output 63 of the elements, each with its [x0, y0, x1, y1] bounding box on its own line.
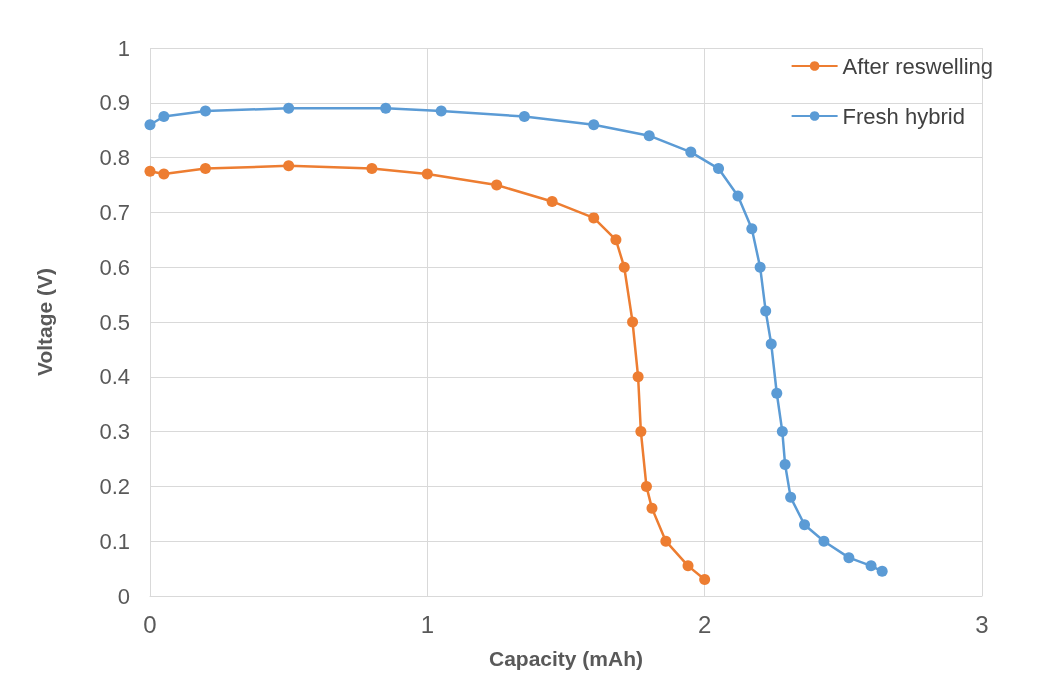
point: [685, 146, 697, 158]
y-tick-label: 0.4: [99, 364, 130, 390]
x-tick-label: 1: [420, 610, 435, 638]
legend-label: Fresh hybrid: [842, 103, 965, 129]
y-tick-label: 0.9: [99, 90, 130, 116]
point: [588, 119, 600, 131]
point: [682, 560, 694, 572]
point: [643, 130, 655, 142]
point: [760, 305, 772, 317]
point: [843, 552, 855, 564]
point: [618, 261, 630, 273]
point: [635, 426, 647, 438]
point: [876, 565, 888, 577]
y-tick-label: 0: [117, 583, 130, 609]
x-axis-title: Capacity (mAh): [488, 647, 644, 670]
y-tick-label: 0.1: [99, 528, 130, 554]
point: [713, 163, 725, 175]
x-tick-label: 3: [975, 610, 989, 638]
point: [627, 316, 639, 328]
point: [660, 535, 672, 547]
point: [865, 560, 877, 572]
point: [380, 102, 392, 114]
point: [158, 168, 170, 180]
point: [283, 102, 295, 114]
point: [818, 535, 830, 547]
point: [771, 387, 783, 399]
point: [640, 480, 652, 492]
y-tick-label: 0.6: [99, 254, 130, 280]
x-tick-label: 2: [697, 610, 712, 638]
point: [746, 223, 758, 235]
point: [732, 190, 744, 202]
y-tick-label: 0.2: [99, 473, 130, 499]
point: [158, 111, 170, 122]
point: [435, 105, 447, 117]
legend-label: After reswelling: [842, 53, 993, 79]
point: [779, 458, 791, 470]
y-tick-label: 1: [117, 35, 130, 61]
point: [785, 491, 797, 503]
point: [491, 179, 503, 191]
point: [421, 168, 433, 180]
point: [765, 338, 777, 350]
y-tick-label: 0.5: [99, 309, 130, 335]
point: [799, 519, 811, 531]
y-axis-title: Voltage (V): [33, 267, 56, 377]
point: [699, 574, 711, 586]
point: [546, 195, 558, 207]
point: [518, 111, 530, 122]
point: [283, 160, 295, 172]
point: [199, 105, 211, 117]
point: [754, 261, 766, 273]
point: [199, 163, 211, 175]
point: [610, 234, 622, 246]
point: [144, 119, 156, 131]
point: [632, 371, 644, 383]
point: [144, 165, 156, 177]
y-tick-label: 0.3: [99, 419, 130, 445]
y-tick-label: 0.7: [99, 199, 130, 225]
point: [646, 502, 658, 514]
point: [366, 163, 378, 175]
x-tick-label: 0: [143, 610, 157, 638]
point: [588, 212, 600, 224]
y-tick-label: 0.8: [99, 145, 130, 171]
point: [776, 426, 788, 438]
